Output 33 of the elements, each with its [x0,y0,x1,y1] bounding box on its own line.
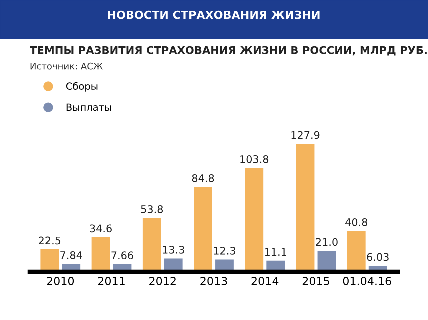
chart-subtitle: Источник: АСЖ [30,62,103,70]
bar [142,218,162,272]
data-label: 53.8 [141,205,164,214]
x-tick-label: 2011 [98,277,125,286]
data-label: 127.9 [292,131,320,140]
x-tick-label: 2010 [47,277,74,286]
x-tick-label: 01.04.16 [343,277,392,286]
x-tick-label: 2014 [252,277,279,286]
data-label: 34.6 [90,224,112,233]
x-tick-label: 2012 [150,277,176,286]
bar [347,231,366,272]
bar [245,168,264,272]
bar [92,237,110,272]
bar [40,249,60,272]
legend-label: Сборы [66,82,98,92]
data-label: 84.8 [192,174,214,182]
data-label: 13.3 [163,246,184,254]
data-label: 12.3 [214,247,236,255]
chart-title: ТЕМПЫ РАЗВИТИЯ СТРАХОВАНИЯ ЖИЗНИ В РОССИИ, МЛРД РУБ. [30,46,427,56]
bar [194,187,212,272]
data-label: 7.84 [60,251,82,260]
text: НОВОСТИ СТРАХОВАНИЯ ЖИЗНИ [108,10,320,20]
data-label: 21.0 [316,238,338,246]
x-tick-label: 2013 [200,277,228,286]
data-label: 22.5 [39,236,61,245]
x-tick-label: 2015 [302,277,330,286]
data-label: 11.1 [265,248,286,256]
data-label: 6.03 [367,253,389,262]
bar [296,144,315,272]
data-label: 103.8 [240,155,269,164]
legend-label: Выплаты [66,104,112,112]
data-label: 40.8 [346,218,368,226]
data-label: 7.66 [112,252,134,260]
